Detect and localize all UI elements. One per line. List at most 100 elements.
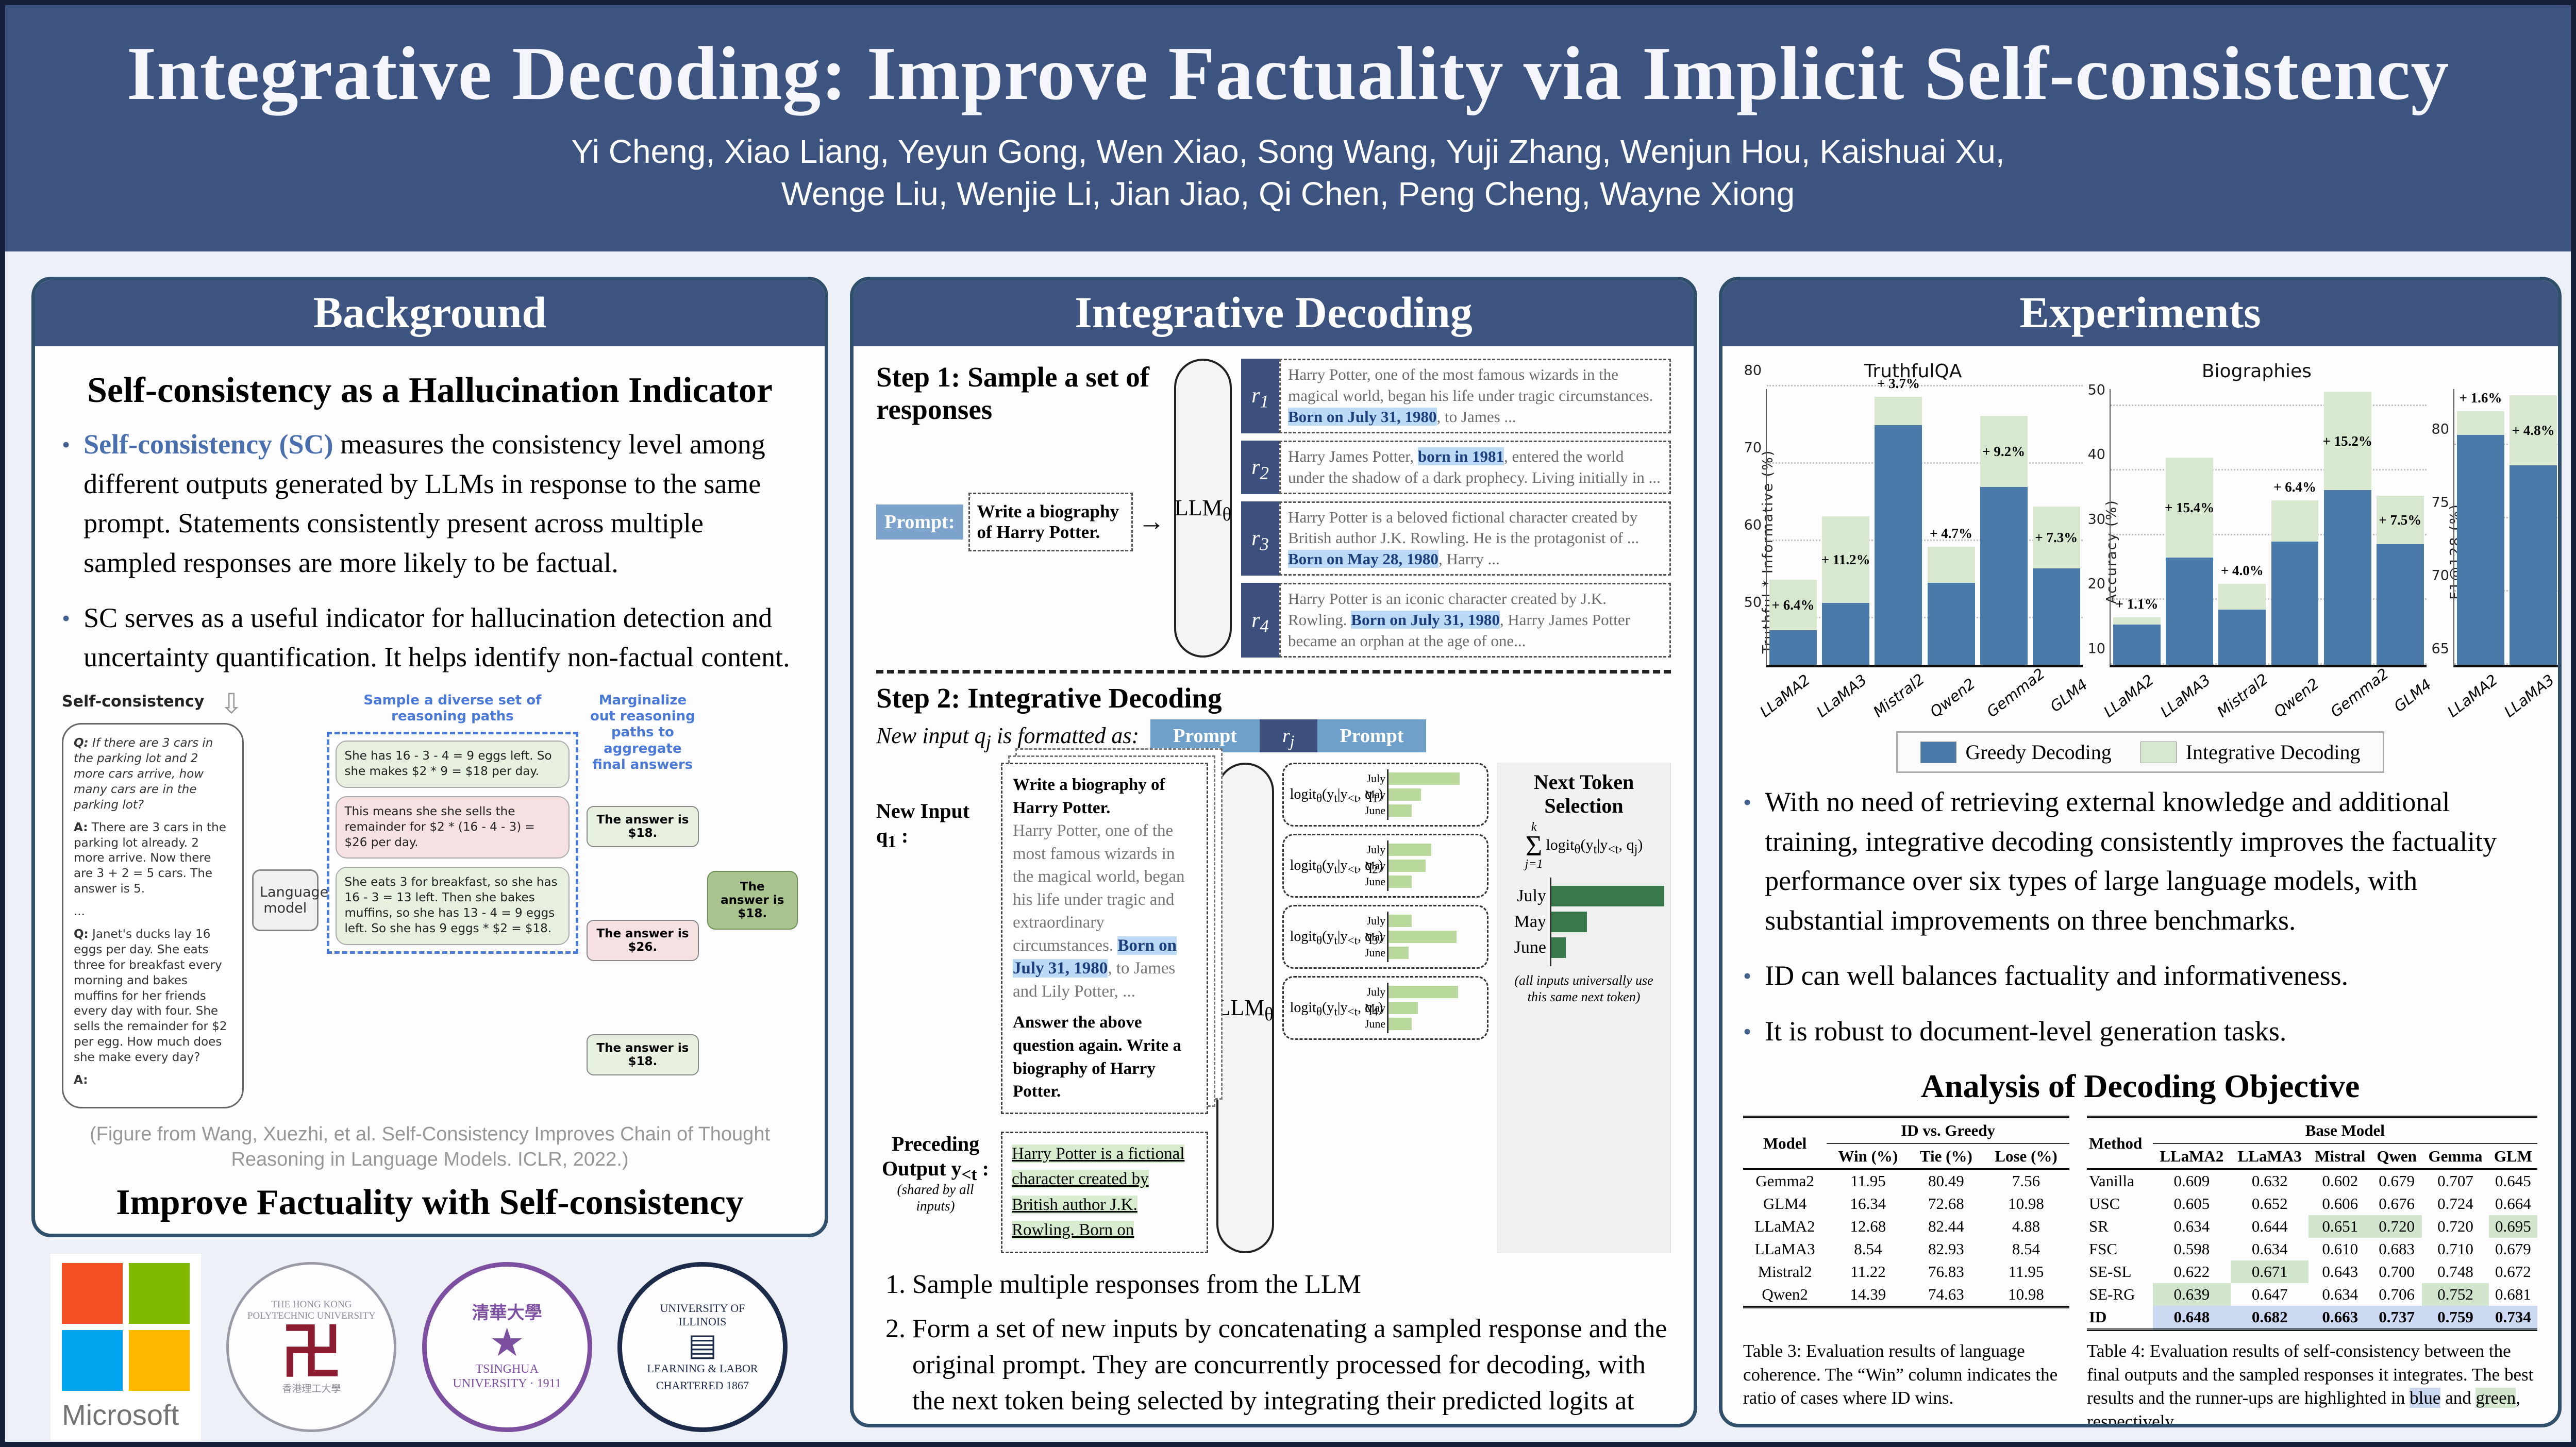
value-cell: 0.682 xyxy=(2231,1306,2309,1330)
question-line: Q: Janet's ducks lay 16 eggs per day. Sh… xyxy=(74,928,227,1065)
final-bar-row: May xyxy=(1514,911,1664,932)
illinois-chartered-text: CHARTERED 1867 xyxy=(656,1379,749,1392)
tie-cell: 72.68 xyxy=(1928,1194,1964,1213)
table3-row: Mistral2 11.22 76.83 11.95 xyxy=(1743,1260,2069,1283)
y-tick: 65 xyxy=(2431,641,2449,657)
table3-row: LLaMA2 12.68 82.44 4.88 xyxy=(1743,1215,2069,1238)
prompt-tag: Prompt: xyxy=(876,504,963,540)
bar-Mistral2: + 4.0% xyxy=(2218,563,2266,665)
chart-biographies: Biographies Accuracy (%) 10 20 30 40 50 + 1.1% +… xyxy=(2087,361,2435,729)
y-tick: 50 xyxy=(2087,382,2105,398)
format-prompt-left: Prompt xyxy=(1150,719,1260,752)
greedy-bar xyxy=(1875,425,1922,665)
response-id: r1 xyxy=(1241,359,1279,433)
bar-LLaMA3: + 15.4% xyxy=(2165,458,2214,665)
integrative-bar xyxy=(2457,411,2504,435)
polyu-seal-icon: THE HONG KONG POLYTECHNIC UNIVERSITY 卍 香… xyxy=(226,1262,397,1432)
sample-paths-note: Sample a diverse set of reasoning paths xyxy=(363,693,542,725)
integrative-bar xyxy=(2323,392,2371,490)
highlighted-date: Born on July 31, 1980 xyxy=(1288,407,1437,426)
language-model-box: Language model xyxy=(252,869,328,932)
response-text: Harry Potter is a beloved fictional char… xyxy=(1279,501,1671,576)
input-repeat-text: Answer the above question again. Write a… xyxy=(1013,1013,1181,1101)
win-cell: 14.39 xyxy=(1850,1285,1886,1304)
token-bar xyxy=(1389,946,1409,959)
gain-label: + 1.6% xyxy=(2459,390,2502,406)
chart-outer: Truthful * Informative (%) 50 60 70 80 + 6.4%… xyxy=(1743,363,2083,667)
value-cell: 0.752 xyxy=(2422,1283,2489,1306)
value-cell: 0.700 xyxy=(2379,1263,2415,1281)
value-cell: 0.652 xyxy=(2251,1194,2288,1213)
gain-label: + 11.2% xyxy=(1821,552,1870,567)
value-cell: 0.734 xyxy=(2488,1306,2537,1330)
value-cell: 0.707 xyxy=(2437,1172,2473,1190)
bar-Gemma2: + 9.2% xyxy=(1980,416,2028,665)
bar-LLaMA3: + 4.8% xyxy=(2510,395,2557,665)
integrative-bar xyxy=(1875,396,1922,425)
y-tick: 20 xyxy=(2087,576,2105,592)
y-tick: 10 xyxy=(2087,641,2105,657)
final-bar-row: June xyxy=(1514,937,1664,958)
token-label: July xyxy=(1366,771,1386,785)
response-id: r2 xyxy=(1241,440,1279,494)
reasoning-path-box: She has 16 - 3 - 4 = 9 eggs left. So she… xyxy=(335,741,570,788)
gain-label: + 3.7% xyxy=(1877,375,1920,391)
y-tick: 40 xyxy=(2087,446,2105,463)
token-label: July xyxy=(1366,985,1386,998)
value-cell: 0.651 xyxy=(2309,1215,2372,1238)
method-cell: SE-RG xyxy=(2088,1285,2135,1304)
y-tick: 70 xyxy=(2431,567,2449,584)
token-bar xyxy=(1389,804,1412,817)
gridline xyxy=(2110,404,2427,406)
shared-note: (shared by all inputs) xyxy=(897,1181,974,1214)
aggregated-bars: July May June xyxy=(1514,877,1664,966)
llm-box-step2: LLMθ xyxy=(1216,762,1274,1253)
x-tick-label: Mistral2 xyxy=(2557,670,2562,721)
experiments-bullets: • With no need of retrieving external kno… xyxy=(1743,782,2537,1052)
value-cell: 0.643 xyxy=(2322,1263,2358,1281)
bar-LLaMA2: + 1.1% xyxy=(2113,596,2161,665)
win-cell: 11.22 xyxy=(1850,1263,1886,1281)
step2-figure: New Input q1 : Write a biography of Harr… xyxy=(876,748,1671,1253)
table3-row: Qwen2 14.39 74.63 10.98 xyxy=(1743,1283,2069,1307)
experiment-finding: • ID can well balances factuality and inf… xyxy=(1743,956,2537,996)
token-label: May xyxy=(1364,787,1386,801)
token-bar xyxy=(1389,914,1412,927)
value-cell: 0.720 xyxy=(2437,1217,2473,1236)
format-rj: rj xyxy=(1259,719,1317,752)
highlighted-date: Born on July 31, 1980 xyxy=(1351,611,1500,629)
bar-LLaMA2: + 6.4% xyxy=(1769,580,1817,665)
bars-area: + 1.1% + 15.4% + 4.0% + 6.4% + 15.2% + 7.5% xyxy=(2111,389,2427,665)
experiment-finding-text: It is robust to document-level generatio… xyxy=(1765,1015,2287,1047)
illinois-seal-icon: UNIVERSITY OF ILLINOIS ▤ LEARNING & LABO… xyxy=(617,1262,788,1432)
table3-group-row: Model ID vs. Greedy xyxy=(1743,1117,2069,1170)
value-cell: 0.644 xyxy=(2251,1217,2288,1236)
value-cell: 0.720 xyxy=(2371,1215,2422,1238)
prompt-row: Prompt: Write a biography of Harry Potte… xyxy=(876,493,1165,551)
value-cell: 0.609 xyxy=(2173,1172,2210,1190)
tsinghua-bottom-text: TSINGHUA UNIVERSITY · 1911 xyxy=(453,1362,561,1390)
response-id: r3 xyxy=(1241,501,1279,576)
bullet-icon: • xyxy=(1743,1018,1752,1045)
logos-row: Microsoft THE HONG KONG POLYTECHNIC UNIV… xyxy=(51,1253,788,1441)
y-tick: 50 xyxy=(1744,594,1762,611)
bar-LLaMA3: + 11.2% xyxy=(1821,516,1870,665)
tie-cell: 80.49 xyxy=(1928,1172,1964,1190)
gain-label: + 4.8% xyxy=(2512,423,2555,439)
question-line: A: There are 3 cars in the parking lot a… xyxy=(74,820,226,896)
format-row: New input qj is formatted as: Prompt rj … xyxy=(876,719,1671,752)
table4: Method Base Model LLaMA2 LLaMA3 Mistral Qwen G… xyxy=(2086,1116,2537,1332)
value-cell: 0.679 xyxy=(2379,1172,2415,1190)
response-text: Harry James Potter, born in 1981, entere… xyxy=(1279,440,1671,494)
lose-cell: 7.56 xyxy=(2012,1172,2040,1190)
value-cell: 0.672 xyxy=(2495,1263,2531,1281)
x-tick-label: LLaMA3 xyxy=(2501,671,2558,721)
value-cell: 0.679 xyxy=(2495,1240,2531,1258)
qa-lead: Q: xyxy=(74,736,89,750)
token-label: May xyxy=(1514,912,1546,931)
table4-sub-header: Qwen xyxy=(2371,1143,2422,1170)
figure-caption: (Figure from Wang, Xuezhi, et al. Self-C… xyxy=(62,1122,798,1173)
gridline xyxy=(1767,385,2083,386)
